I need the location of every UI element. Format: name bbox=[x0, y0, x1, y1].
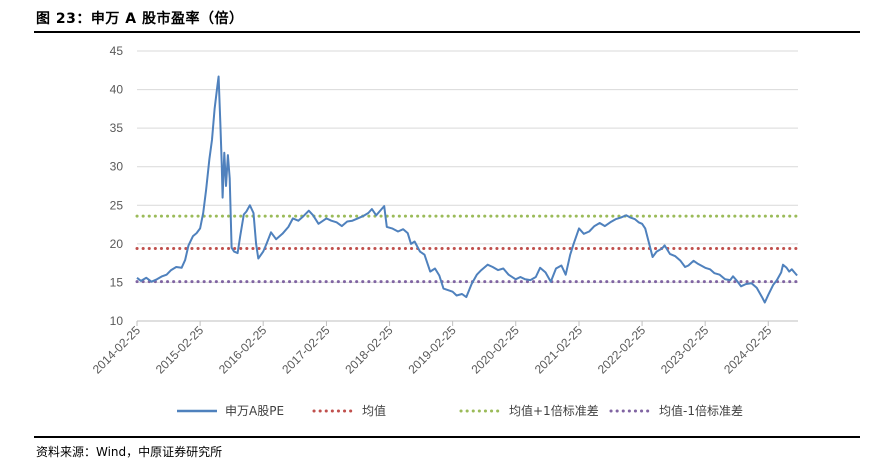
bottom-divider bbox=[34, 436, 860, 438]
x-tick-label: 2020-02-25 bbox=[469, 323, 523, 377]
x-tick-label: 2023-02-25 bbox=[658, 323, 712, 377]
x-tick-label: 2021-02-25 bbox=[532, 323, 586, 377]
y-tick-label: 10 bbox=[110, 314, 124, 328]
x-tick-label: 2017-02-25 bbox=[279, 323, 333, 377]
legend-label: 均值+1倍标准差 bbox=[509, 403, 599, 418]
y-tick-label: 20 bbox=[110, 237, 124, 251]
y-tick-label: 35 bbox=[110, 121, 124, 135]
y-tick-label: 30 bbox=[110, 160, 124, 174]
y-tick-label: 40 bbox=[110, 83, 124, 97]
x-axis-ticks: 2014-02-25 2015-02-25 2016-02-25 2017-02-25… bbox=[90, 321, 775, 377]
x-tick-label: 2019-02-25 bbox=[405, 323, 459, 377]
x-tick-label: 2014-02-25 bbox=[90, 323, 144, 377]
x-tick-label: 2024-02-25 bbox=[721, 323, 775, 377]
y-axis-ticks: 10 15 20 25 30 35 40 45 bbox=[110, 44, 124, 328]
y-tick-label: 15 bbox=[110, 275, 124, 289]
x-tick-label: 2018-02-25 bbox=[342, 323, 396, 377]
legend-label: 均值-1倍标准差 bbox=[659, 403, 743, 418]
y-tick-label: 25 bbox=[110, 198, 124, 212]
source-note: 资料来源：Wind，中原证券研究所 bbox=[36, 445, 223, 459]
x-tick-label: 2016-02-25 bbox=[216, 323, 270, 377]
legend-label: 均值 bbox=[362, 403, 386, 418]
legend-label: 申万A股PE bbox=[225, 404, 284, 418]
figure-title: 图 23：申万 A 股市盈率（倍） bbox=[36, 11, 244, 27]
plot-series bbox=[135, 75, 800, 304]
top-divider bbox=[34, 31, 860, 33]
pe-series-line bbox=[136, 75, 798, 304]
y-tick-label: 45 bbox=[110, 44, 124, 58]
legend: 申万A股PE 均值 均值+1倍标准差 均值-1倍标准差 bbox=[177, 403, 743, 418]
x-tick-label: 2022-02-25 bbox=[595, 323, 649, 377]
x-tick-label: 2015-02-25 bbox=[153, 323, 207, 377]
